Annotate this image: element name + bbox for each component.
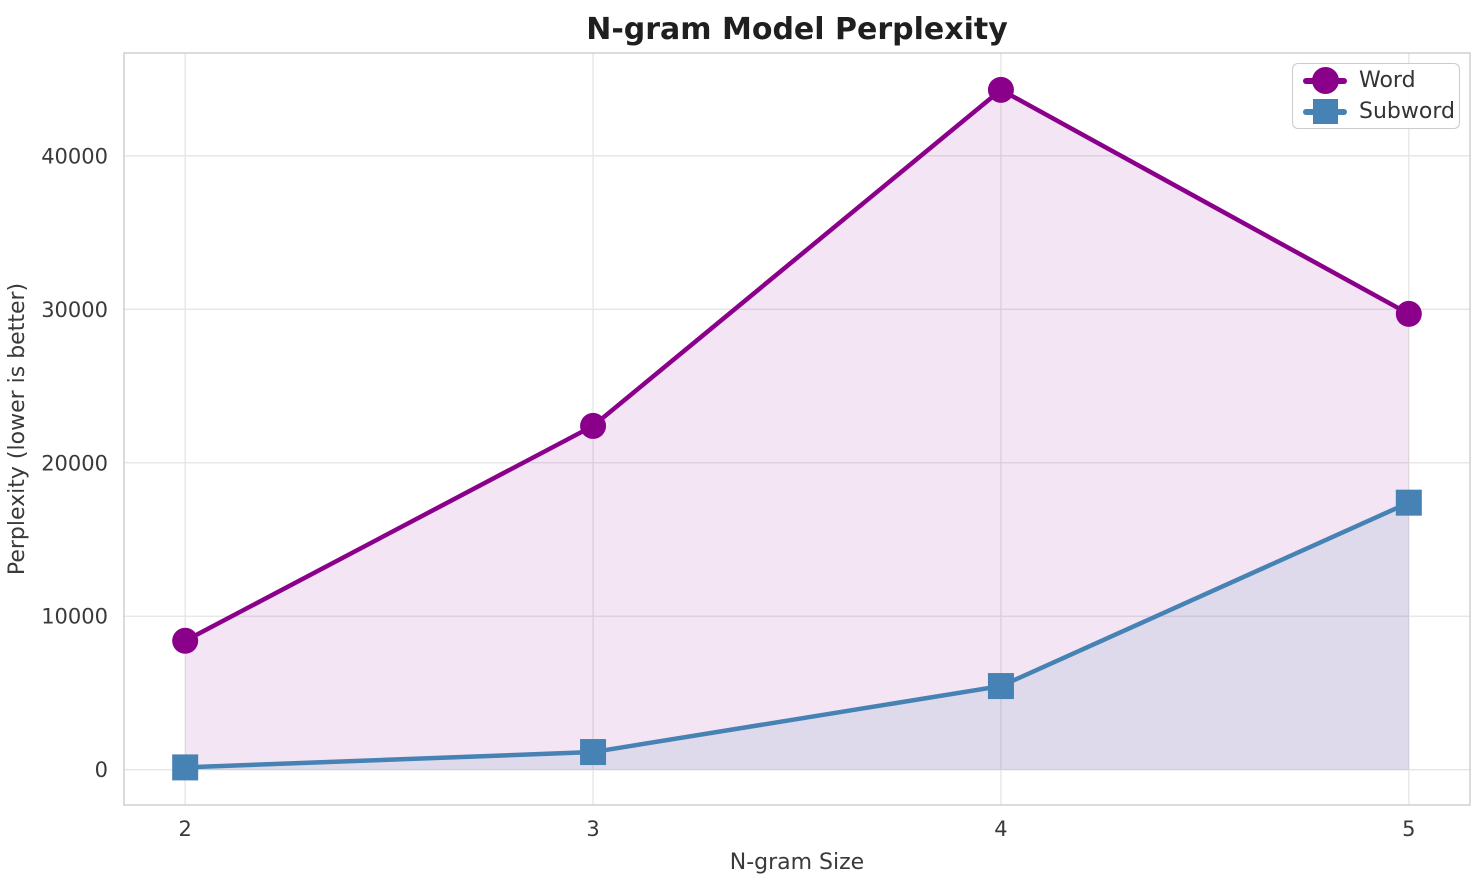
legend-label: Word xyxy=(1359,68,1416,93)
y-axis-label: Perplexity (lower is better) xyxy=(5,283,30,575)
y-tick-label: 20000 xyxy=(41,451,108,475)
x-tick-label: 3 xyxy=(586,817,599,841)
y-tick-label: 10000 xyxy=(41,605,108,629)
legend: Word Subword xyxy=(1292,63,1460,129)
data-point-circle xyxy=(1395,300,1422,327)
word-line-circle-icon xyxy=(1303,66,1347,95)
data-point-square xyxy=(987,673,1014,700)
legend-item-subword: Subword xyxy=(1303,97,1455,126)
series-area-fill xyxy=(185,502,1409,770)
y-tick-label: 0 xyxy=(95,758,108,782)
data-point-circle xyxy=(172,627,199,654)
x-axis-label: N-gram Size xyxy=(730,850,864,875)
legend-label: Subword xyxy=(1359,99,1455,124)
plot-area: 2 3 4 5 0 10000 20000 30000 40000 xyxy=(41,52,1471,841)
data-point-square xyxy=(1395,489,1422,516)
data-point-square xyxy=(172,754,199,781)
y-tick-label: 30000 xyxy=(41,298,108,322)
chart-title: N-gram Model Perplexity xyxy=(586,12,1008,47)
subword-line-square-icon xyxy=(1303,97,1347,126)
legend-item-word: Word xyxy=(1303,66,1449,95)
x-tick-label: 2 xyxy=(178,817,191,841)
plot-border xyxy=(123,52,1471,806)
series-line xyxy=(182,87,1412,644)
y-tick-label: 40000 xyxy=(41,144,108,168)
x-tick-label: 4 xyxy=(994,817,1007,841)
data-point-circle xyxy=(987,76,1014,103)
data-point-circle xyxy=(580,412,607,439)
x-tick-label: 5 xyxy=(1402,817,1415,841)
series-area-fill xyxy=(185,89,1409,770)
data-point-square xyxy=(580,739,607,766)
series-line xyxy=(182,500,1412,770)
